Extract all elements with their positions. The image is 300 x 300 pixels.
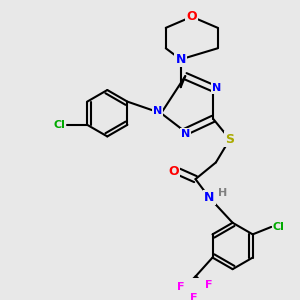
Text: N: N	[176, 53, 186, 66]
Text: O: O	[187, 10, 197, 23]
Text: N: N	[181, 129, 190, 139]
Text: H: H	[218, 188, 227, 198]
Text: Cl: Cl	[53, 120, 65, 130]
Text: S: S	[225, 133, 234, 146]
Text: N: N	[153, 106, 162, 116]
Text: N: N	[212, 83, 221, 93]
Text: F: F	[177, 282, 185, 292]
Text: F: F	[190, 293, 198, 300]
Text: F: F	[205, 280, 212, 290]
Text: N: N	[204, 191, 214, 204]
Text: O: O	[168, 165, 178, 178]
Text: Cl: Cl	[273, 222, 285, 232]
